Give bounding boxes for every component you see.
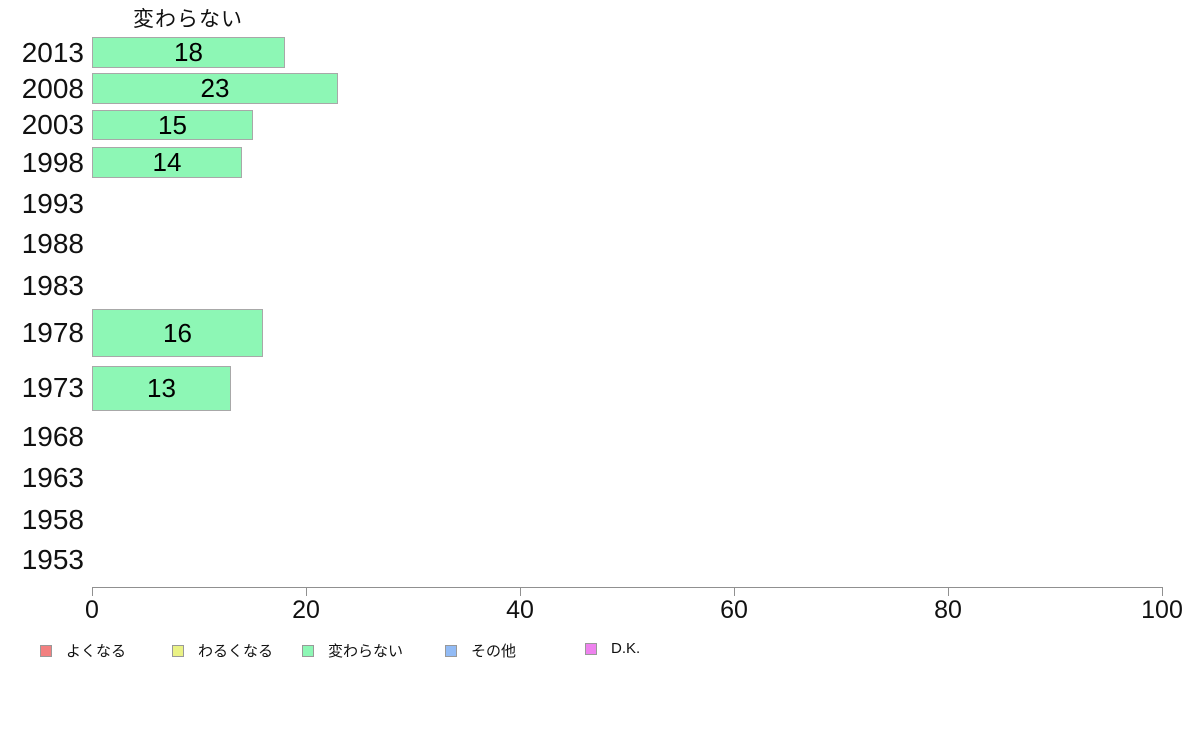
bar: 23	[92, 73, 338, 104]
legend-item: D.K.	[585, 640, 640, 657]
legend-swatch	[445, 644, 457, 657]
year-label: 1963	[21, 462, 84, 493]
legend-item: 変わらない	[302, 640, 403, 661]
x-axis-tick	[519, 587, 521, 596]
bar-value-label: 15	[158, 109, 187, 140]
bar-value-label: 14	[152, 147, 182, 177]
year-label: 1958	[21, 504, 84, 535]
chart-title: 変わらない	[133, 8, 243, 31]
x-axis-tick	[733, 587, 735, 596]
year-label: 1988	[21, 228, 84, 259]
legend-item: よくなる	[40, 640, 126, 661]
legend-label: 変わらない	[328, 643, 404, 660]
legend-swatch	[172, 644, 184, 657]
legend-label: よくなる	[66, 643, 127, 660]
x-axis-tick-label: 80	[934, 596, 962, 624]
bar: 18	[92, 37, 285, 68]
legend-label: D.K.	[611, 640, 641, 657]
bar-value-label: 16	[163, 317, 192, 348]
bar-value-label: 18	[174, 37, 203, 67]
x-axis-tick-label: 60	[720, 596, 748, 624]
bar-value-label: 23	[200, 73, 230, 103]
x-axis-tick-label: 100	[1141, 596, 1183, 624]
year-label: 1978	[21, 317, 84, 348]
legend-label: その他	[471, 643, 517, 660]
x-axis-tick-label: 0	[85, 596, 99, 624]
x-axis-tick	[305, 587, 307, 596]
x-axis-tick	[1161, 587, 1163, 596]
legend-swatch	[585, 642, 597, 655]
x-axis-tick-label: 20	[292, 596, 320, 624]
year-label: 1998	[21, 147, 84, 178]
legend-label: わるくなる	[198, 643, 274, 660]
year-label: 1968	[21, 421, 84, 452]
legend-item: その他	[445, 640, 516, 661]
legend-swatch	[302, 644, 314, 657]
x-axis-tick	[91, 587, 93, 596]
legend-item: わるくなる	[172, 640, 273, 661]
year-label: 2003	[21, 109, 84, 140]
year-label: 2008	[21, 73, 84, 104]
legend-swatch	[40, 644, 52, 657]
bar: 14	[92, 147, 242, 178]
x-axis-line	[92, 587, 1163, 588]
bar: 15	[92, 110, 253, 140]
x-axis-tick-label: 40	[506, 596, 534, 624]
year-label: 2013	[21, 37, 84, 68]
year-label: 1993	[21, 188, 84, 219]
year-label: 1983	[21, 270, 84, 301]
bar-value-label: 13	[147, 373, 176, 403]
year-label: 1953	[21, 544, 84, 575]
bar: 13	[92, 366, 231, 411]
year-label: 1973	[21, 372, 84, 403]
bar: 16	[92, 309, 263, 357]
x-axis-tick	[947, 587, 949, 596]
